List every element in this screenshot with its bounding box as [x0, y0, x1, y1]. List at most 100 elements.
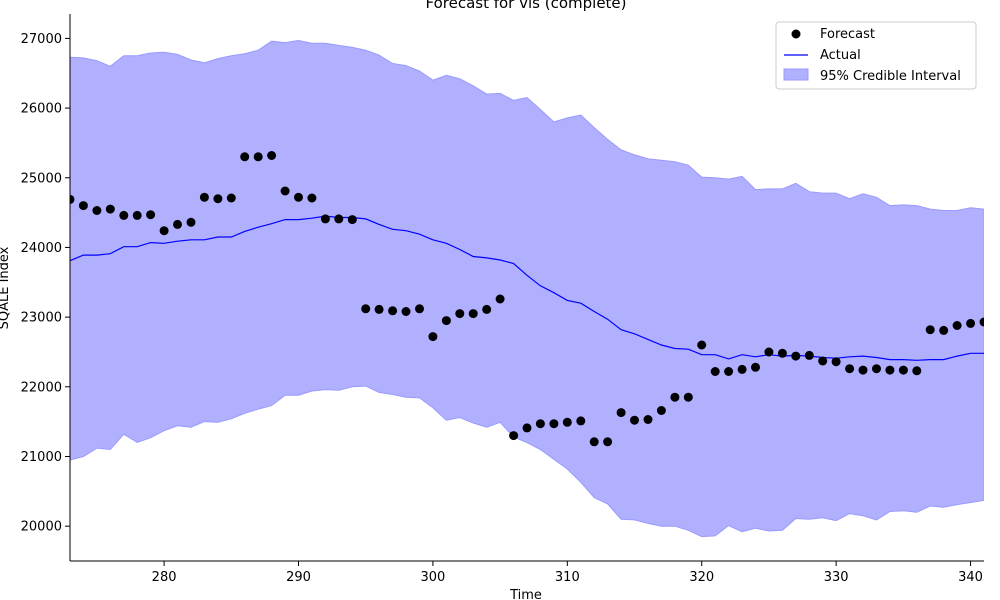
forecast-point [751, 362, 760, 372]
forecast-point [361, 304, 371, 314]
forecast-point [307, 193, 317, 203]
forecast-point [603, 437, 613, 447]
forecast-point [912, 366, 922, 376]
forecast-point [415, 304, 424, 314]
x-tick-label: 300 [420, 570, 445, 585]
forecast-point [78, 201, 88, 211]
forecast-point [683, 392, 693, 402]
legend-forecast-marker [791, 29, 801, 39]
forecast-point [280, 186, 290, 196]
forecast-point [630, 415, 639, 425]
forecast-point [549, 419, 559, 429]
forecast-point [240, 152, 250, 162]
forecast-point [589, 437, 599, 447]
forecast-point [939, 325, 949, 335]
forecast-point [186, 217, 196, 227]
forecast-point [495, 294, 505, 304]
x-tick-label: 310 [555, 570, 580, 585]
legend-interval-swatch [783, 68, 809, 81]
forecast-point [764, 347, 774, 357]
forecast-point [119, 210, 129, 220]
legend: Forecast Actual 95% Credible Interval [775, 21, 977, 90]
forecast-point [535, 419, 545, 429]
forecast-point [804, 350, 814, 360]
forecast-point [146, 210, 156, 220]
forecast-point [576, 416, 586, 426]
forecast-point [872, 364, 881, 374]
forecast-point [428, 332, 438, 342]
legend-box [775, 21, 977, 90]
forecast-point [347, 215, 357, 225]
forecast-point [374, 304, 384, 314]
forecast-point [791, 351, 801, 361]
forecast-point [388, 306, 398, 316]
x-tick-label: 280 [152, 570, 177, 585]
forecast-point [173, 219, 182, 229]
forecast-point [710, 367, 720, 376]
forecast-point [226, 193, 236, 203]
y-tick-label: 20000 [21, 520, 62, 535]
forecast-point [92, 206, 102, 215]
forecast-point [643, 415, 653, 424]
forecast-point [70, 194, 75, 204]
forecast-point [952, 321, 962, 330]
forecast-point [616, 408, 626, 418]
forecast-point [966, 318, 976, 328]
x-tick-label: 320 [689, 570, 714, 585]
forecast-point [885, 365, 895, 375]
forecast-point [320, 214, 330, 224]
legend-forecast-label: Forecast [820, 27, 875, 42]
forecast-point [562, 417, 572, 427]
forecast-point [132, 210, 142, 220]
x-tick-label: 330 [824, 570, 849, 585]
forecast-point [818, 356, 828, 366]
forecast-point [213, 194, 223, 204]
plot-content [70, 39, 984, 538]
y-tick-label: 26000 [21, 102, 62, 117]
forecast-point [267, 151, 277, 160]
forecast-point [831, 357, 841, 367]
x-tick-label: 290 [286, 570, 311, 585]
x-axis-ticks: 280 290 300 310 320 330 340 [152, 561, 983, 585]
forecast-point [522, 423, 532, 433]
forecast-point [724, 367, 734, 376]
forecast-point [898, 365, 908, 375]
forecast-point [199, 192, 209, 202]
forecast-point [656, 406, 666, 415]
forecast-point [670, 392, 680, 402]
forecast-point [468, 309, 478, 319]
credible-interval-band [70, 39, 984, 538]
plot-area [70, 39, 984, 538]
forecast-point [159, 226, 169, 236]
y-tick-label: 27000 [21, 32, 62, 47]
forecast-point [777, 348, 787, 358]
legend-interval-label: 95% Credible Interval [820, 69, 961, 84]
y-tick-label: 23000 [21, 311, 62, 326]
y-axis-label: SQALE Index [0, 246, 12, 329]
forecast-point [858, 365, 868, 375]
y-axis-ticks: 20000 21000 22000 23000 24000 25000 26000 27000 [21, 32, 70, 535]
y-tick-label: 22000 [21, 380, 62, 395]
actual-line [70, 215, 984, 361]
x-tick-label: 340 [958, 570, 983, 585]
legend-actual-label: Actual [820, 48, 861, 63]
chart-title: Forecast for vis (complete) [425, 0, 626, 12]
forecast-point [455, 309, 465, 319]
forecast-point [737, 364, 747, 374]
y-tick-label: 24000 [21, 241, 62, 256]
forecast-point [482, 304, 492, 314]
forecast-point [105, 204, 115, 214]
forecast-point [845, 364, 855, 374]
forecast-point [334, 214, 344, 224]
forecast-point [697, 340, 707, 350]
forecast-point [401, 307, 411, 316]
forecast-point [509, 431, 519, 441]
x-axis-label: Time [509, 588, 542, 600]
y-tick-label: 25000 [21, 171, 62, 186]
forecast-point [253, 152, 263, 162]
forecast-point [925, 325, 935, 335]
y-tick-label: 21000 [21, 450, 62, 465]
forecast-point [441, 316, 451, 326]
forecast-point [979, 317, 984, 327]
